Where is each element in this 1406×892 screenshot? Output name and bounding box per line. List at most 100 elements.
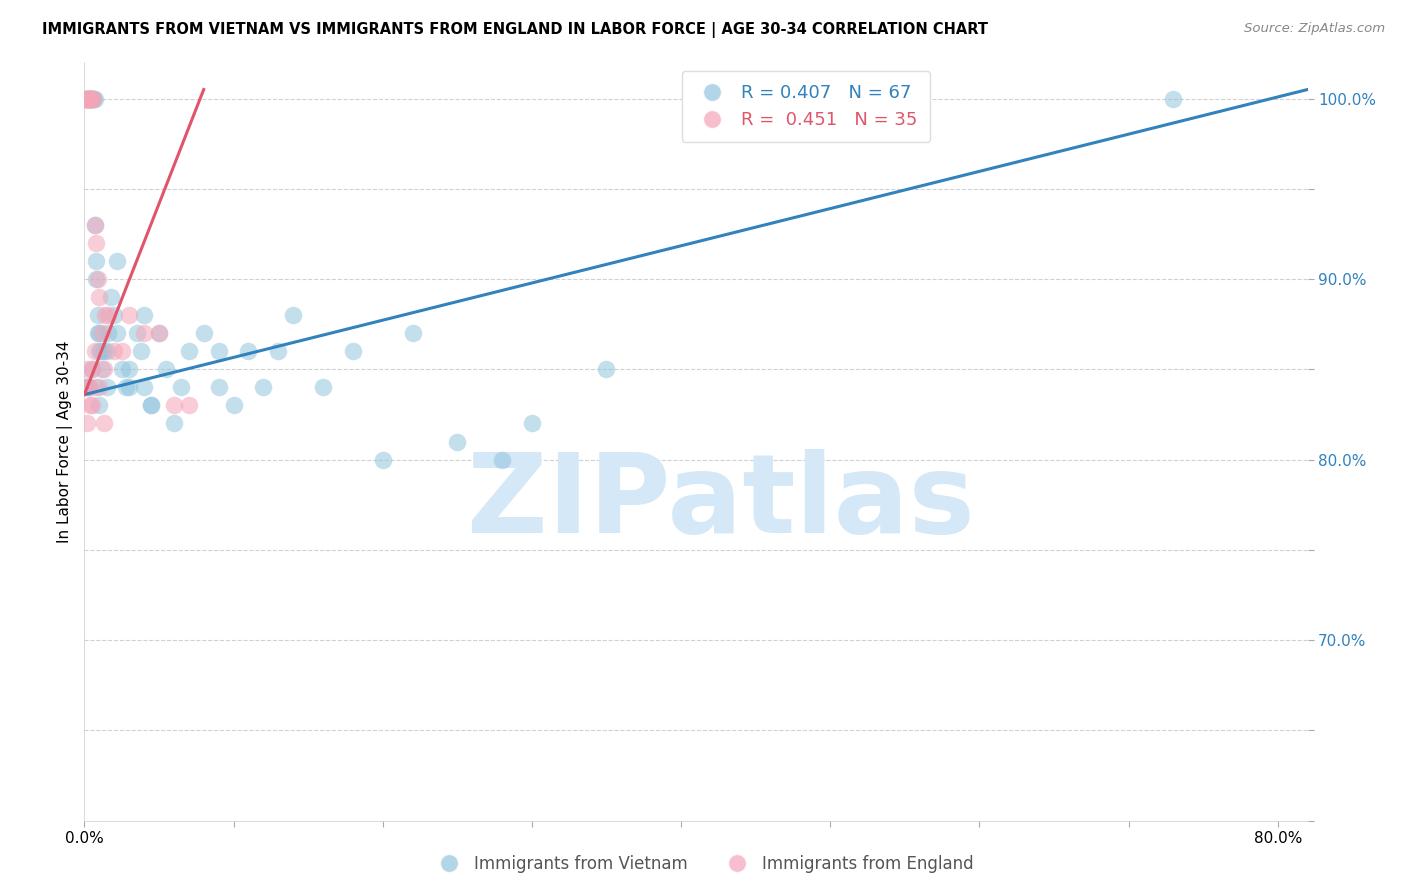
- Point: [595, 362, 617, 376]
- Point: [91, 362, 114, 376]
- Point: [87, 326, 110, 341]
- Point: [93, 417, 115, 431]
- Point: [82, 91, 104, 105]
- Point: [79, 399, 101, 413]
- Point: [446, 434, 468, 449]
- Point: [89, 399, 111, 413]
- Point: [170, 380, 193, 394]
- Point: [148, 326, 170, 341]
- Point: [132, 380, 155, 394]
- Point: [80, 362, 103, 376]
- Point: [76, 380, 98, 394]
- Point: [89, 326, 111, 341]
- Text: ZIPatlas: ZIPatlas: [467, 449, 974, 556]
- Point: [132, 308, 155, 322]
- Point: [177, 344, 200, 359]
- Point: [118, 380, 141, 394]
- Point: [91, 326, 114, 341]
- Point: [89, 344, 111, 359]
- Point: [77, 91, 100, 105]
- Point: [76, 362, 98, 376]
- Point: [75, 380, 97, 394]
- Point: [163, 417, 186, 431]
- Point: [80, 399, 103, 413]
- Point: [93, 362, 115, 376]
- Point: [193, 326, 215, 341]
- Point: [77, 91, 100, 105]
- Point: [87, 308, 110, 322]
- Text: IMMIGRANTS FROM VIETNAM VS IMMIGRANTS FROM ENGLAND IN LABOR FORCE | AGE 30-34 CO: IMMIGRANTS FROM VIETNAM VS IMMIGRANTS FR…: [42, 22, 988, 38]
- Point: [371, 452, 394, 467]
- Point: [520, 417, 543, 431]
- Point: [80, 362, 103, 376]
- Point: [90, 344, 112, 359]
- Point: [83, 344, 105, 359]
- Point: [148, 326, 170, 341]
- Point: [111, 344, 134, 359]
- Point: [105, 254, 128, 268]
- Point: [238, 344, 260, 359]
- Point: [80, 91, 103, 105]
- Point: [77, 380, 100, 394]
- Point: [84, 380, 107, 394]
- Point: [76, 417, 98, 431]
- Point: [96, 380, 118, 394]
- Point: [77, 91, 100, 105]
- Point: [118, 362, 141, 376]
- Point: [111, 362, 134, 376]
- Point: [207, 344, 229, 359]
- Point: [94, 308, 117, 322]
- Point: [141, 399, 163, 413]
- Point: [401, 326, 423, 341]
- Point: [76, 91, 98, 105]
- Point: [77, 380, 100, 394]
- Point: [132, 326, 155, 341]
- Point: [163, 399, 186, 413]
- Point: [1163, 91, 1185, 105]
- Point: [155, 362, 177, 376]
- Point: [79, 91, 101, 105]
- Legend: Immigrants from Vietnam, Immigrants from England: Immigrants from Vietnam, Immigrants from…: [425, 848, 981, 880]
- Point: [76, 91, 98, 105]
- Point: [100, 290, 122, 304]
- Point: [84, 272, 107, 286]
- Point: [80, 91, 103, 105]
- Point: [76, 91, 98, 105]
- Point: [75, 91, 97, 105]
- Y-axis label: In Labor Force | Age 30-34: In Labor Force | Age 30-34: [58, 340, 73, 543]
- Point: [105, 326, 128, 341]
- Point: [96, 344, 118, 359]
- Point: [103, 308, 125, 322]
- Point: [342, 344, 364, 359]
- Point: [222, 399, 245, 413]
- Point: [84, 254, 107, 268]
- Point: [75, 91, 97, 105]
- Point: [491, 452, 513, 467]
- Point: [118, 308, 141, 322]
- Point: [76, 91, 98, 105]
- Point: [312, 380, 335, 394]
- Point: [77, 91, 100, 105]
- Point: [82, 91, 104, 105]
- Point: [87, 272, 110, 286]
- Point: [115, 380, 138, 394]
- Point: [82, 91, 104, 105]
- Point: [83, 218, 105, 232]
- Point: [129, 344, 152, 359]
- Point: [79, 91, 101, 105]
- Point: [267, 344, 290, 359]
- Legend: R = 0.407   N = 67, R =  0.451   N = 35: R = 0.407 N = 67, R = 0.451 N = 35: [682, 71, 931, 142]
- Point: [97, 326, 120, 341]
- Point: [283, 308, 305, 322]
- Point: [84, 235, 107, 250]
- Point: [141, 399, 163, 413]
- Point: [103, 344, 125, 359]
- Point: [125, 326, 148, 341]
- Point: [89, 380, 111, 394]
- Point: [97, 308, 120, 322]
- Point: [89, 290, 111, 304]
- Point: [83, 218, 105, 232]
- Point: [77, 380, 100, 394]
- Point: [207, 380, 229, 394]
- Point: [93, 344, 115, 359]
